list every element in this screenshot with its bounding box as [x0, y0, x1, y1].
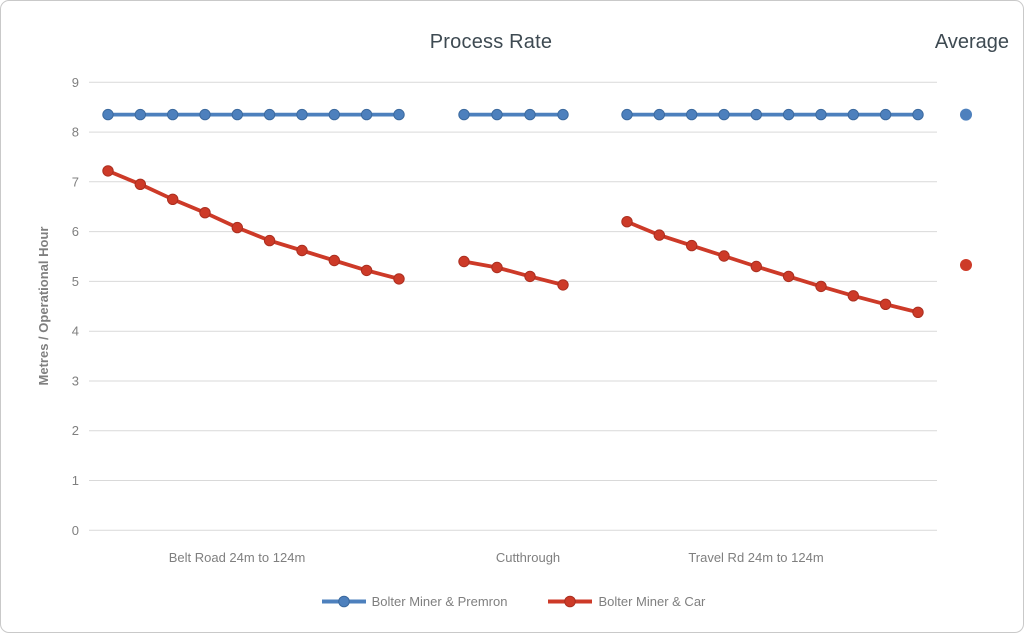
y-tick-label: 5 — [72, 274, 79, 289]
legend-label-premron: Bolter Miner & Premron — [371, 593, 508, 609]
legend-label-car: Bolter Miner & Car — [598, 593, 706, 609]
data-point — [491, 261, 503, 274]
y-tick-label: 0 — [72, 523, 79, 538]
data-point — [458, 255, 470, 268]
data-point — [491, 108, 503, 121]
data-point — [879, 108, 892, 121]
data-point — [134, 178, 147, 191]
data-point — [393, 108, 405, 121]
legend-line-marker-icon-premron — [321, 595, 366, 607]
data-point — [718, 250, 730, 262]
data-point — [199, 108, 211, 121]
series-car — [102, 165, 972, 318]
data-point — [102, 108, 114, 121]
data-point — [750, 108, 762, 121]
legend-line-marker-icon-car — [548, 595, 593, 607]
data-point — [621, 216, 633, 228]
data-point — [360, 264, 373, 277]
data-point — [686, 108, 698, 121]
data-point — [524, 270, 536, 283]
y-axis-title: Metres / Operational Hour — [36, 226, 51, 386]
category-label-cutthrough: Cutthrough — [495, 550, 561, 565]
data-point — [750, 260, 762, 273]
category-label-belt-road: Belt Road 24m to 124m — [168, 550, 306, 565]
average-dot-premron — [960, 108, 972, 121]
data-point — [393, 273, 405, 285]
y-tick-label: 4 — [72, 324, 79, 339]
y-tick-label: 9 — [72, 75, 79, 90]
data-point — [912, 108, 924, 121]
data-point — [782, 270, 795, 283]
data-point — [328, 254, 340, 267]
data-point — [231, 108, 244, 121]
data-point — [167, 193, 179, 206]
data-point — [296, 108, 308, 121]
data-point — [815, 280, 827, 293]
data-point — [167, 108, 179, 121]
data-point — [686, 239, 698, 252]
average-dot-car — [960, 259, 972, 271]
chart-title: Process Rate — [429, 31, 553, 53]
y-tick-label: 2 — [72, 423, 79, 438]
data-point — [847, 108, 859, 121]
legend: Bolter Miner & Premron Bolter Miner & Ca… — [89, 590, 937, 612]
y-tick-label: 6 — [72, 224, 79, 239]
y-tick-label: 7 — [72, 174, 79, 189]
data-point — [879, 298, 892, 310]
data-point — [524, 108, 536, 121]
y-tick-label: 1 — [72, 473, 79, 488]
data-point — [815, 108, 827, 121]
legend-item-premron: Bolter Miner & Premron — [321, 593, 508, 609]
y-tick-label: 3 — [72, 374, 79, 389]
y-tick-label: 8 — [72, 125, 79, 140]
data-point — [458, 108, 470, 121]
data-point — [263, 234, 276, 247]
data-point — [102, 165, 114, 177]
data-point — [847, 290, 859, 302]
data-point — [134, 108, 147, 121]
data-point — [912, 306, 924, 318]
data-point — [557, 108, 569, 121]
data-point — [231, 221, 244, 234]
data-point — [653, 108, 665, 121]
data-point — [782, 108, 795, 121]
data-point — [199, 207, 211, 219]
legend-item-car: Bolter Miner & Car — [547, 594, 705, 609]
data-point — [718, 108, 730, 121]
category-label-travel-rd: Travel Rd 24m to 124m — [688, 550, 824, 565]
data-point — [653, 229, 665, 241]
data-point — [360, 108, 373, 121]
series-premron — [102, 108, 972, 121]
data-point — [296, 244, 308, 257]
average-column-title: Average — [934, 31, 1009, 53]
data-point — [621, 108, 633, 121]
data-point — [263, 108, 276, 121]
data-point — [557, 279, 569, 291]
data-point — [328, 108, 340, 121]
